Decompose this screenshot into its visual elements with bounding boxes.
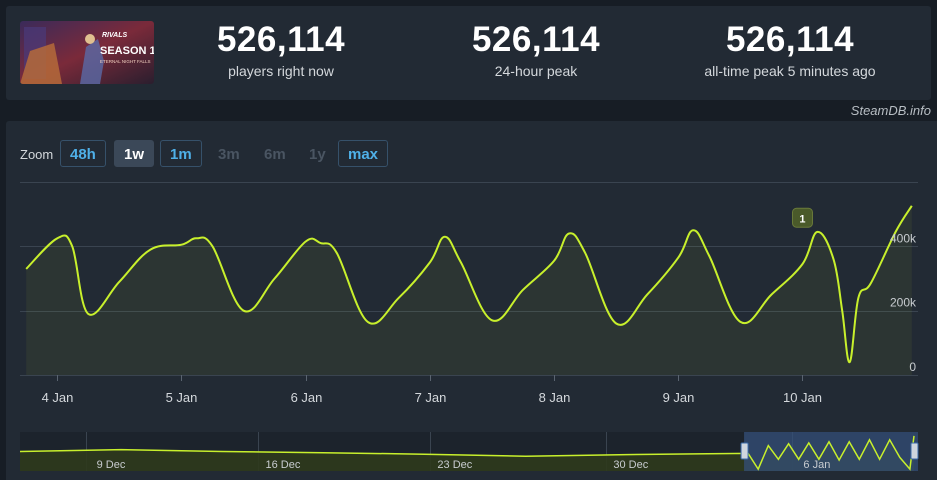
y-tick-label: 0 [909, 360, 916, 374]
zoom-button-1w[interactable]: 1w [114, 140, 155, 167]
stat-value: 526,114 [216, 20, 346, 59]
thumb-brand: RIVALS [102, 32, 127, 39]
zoom-button-6m: 6m [264, 146, 286, 163]
stat-current-players: 526,114 players right now [161, 20, 401, 79]
zoom-button-1y: 1y [309, 146, 326, 163]
navigator-tick-label: 30 Dec [613, 459, 648, 471]
game-thumbnail[interactable]: RIVALS SEASON 1 ETERNAL NIGHT FALLS [20, 21, 154, 84]
x-tick-label: 9 Jan [663, 390, 695, 405]
navigator-handle-right[interactable] [910, 442, 919, 460]
navigator-tick-label: 23 Dec [437, 459, 472, 471]
zoom-button-3m: 3m [218, 146, 240, 163]
stat-label: 24-hour peak [494, 63, 578, 79]
steamdb-credit[interactable]: SteamDB.info [850, 103, 931, 118]
x-tick-label: 4 Jan [42, 390, 74, 405]
stat-label: all-time peak 5 minutes ago [704, 63, 876, 79]
stat-value: 526,114 [471, 20, 601, 59]
navigator-handle-left[interactable] [740, 442, 749, 460]
series-area [26, 205, 912, 375]
stat-label: players right now [228, 63, 334, 79]
annotation-flag: 1 [791, 207, 813, 228]
x-tick-label: 10 Jan [783, 390, 822, 405]
game-thumbnail-art: RIVALS SEASON 1 ETERNAL NIGHT FALLS [20, 21, 154, 84]
x-tick-label: 8 Jan [539, 390, 571, 405]
series-line [25, 205, 913, 364]
navigator-tick-label: 16 Dec [265, 459, 300, 471]
x-tick-label: 5 Jan [166, 390, 198, 405]
x-tick-label: 6 Jan [291, 390, 323, 405]
stats-bar: RIVALS SEASON 1 ETERNAL NIGHT FALLS 526,… [6, 6, 931, 100]
stat-all-time-peak: 526,114 all-time peak 5 minutes ago [670, 20, 910, 79]
zoom-button-max[interactable]: max [338, 140, 389, 167]
annotation-label: 1 [799, 213, 805, 225]
stat-value: 526,114 [725, 20, 855, 59]
zoom-button-48h[interactable]: 48h [60, 140, 106, 167]
zoom-button-1m[interactable]: 1m [160, 140, 202, 167]
thumb-title: SEASON 1 [100, 45, 154, 57]
y-tick-label: 400k [890, 231, 917, 245]
x-tick-label: 7 Jan [415, 390, 447, 405]
chart-panel [6, 121, 937, 480]
navigator-tick-label: 9 Dec [97, 459, 126, 471]
stat-24h-peak: 526,114 24-hour peak [416, 20, 656, 79]
zoom-label: Zoom [20, 147, 54, 162]
navigator-selection [744, 432, 918, 471]
navigator-line [19, 435, 915, 471]
navigator-area [20, 435, 914, 471]
annotation-box [791, 207, 813, 228]
thumb-subtitle: ETERNAL NIGHT FALLS [100, 59, 151, 64]
navigator-tick-label: 6 Jan [803, 459, 830, 471]
y-tick-label: 200k [890, 296, 917, 310]
